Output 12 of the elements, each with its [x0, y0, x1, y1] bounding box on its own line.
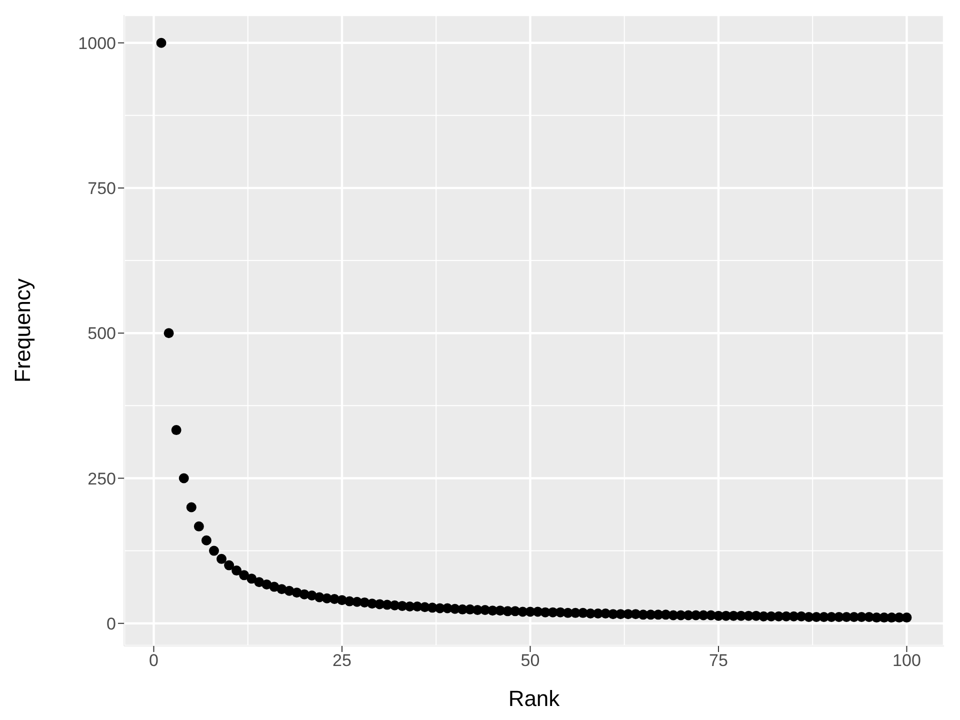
y-tick-label: 1000	[78, 34, 116, 53]
x-tick-label: 50	[520, 651, 540, 670]
x-tick-label: 75	[709, 651, 728, 670]
y-tick-label: 0	[106, 614, 116, 634]
x-axis-title: Rank	[508, 686, 561, 711]
y-tick-label: 750	[88, 179, 116, 198]
y-tick-label: 500	[88, 324, 116, 344]
x-tick-label: 25	[332, 651, 352, 670]
y-axis-title: Frequency	[10, 278, 35, 382]
x-tick-label: 0	[149, 651, 158, 670]
y-tick-label: 250	[88, 469, 116, 488]
x-tick-label: 100	[892, 651, 921, 670]
